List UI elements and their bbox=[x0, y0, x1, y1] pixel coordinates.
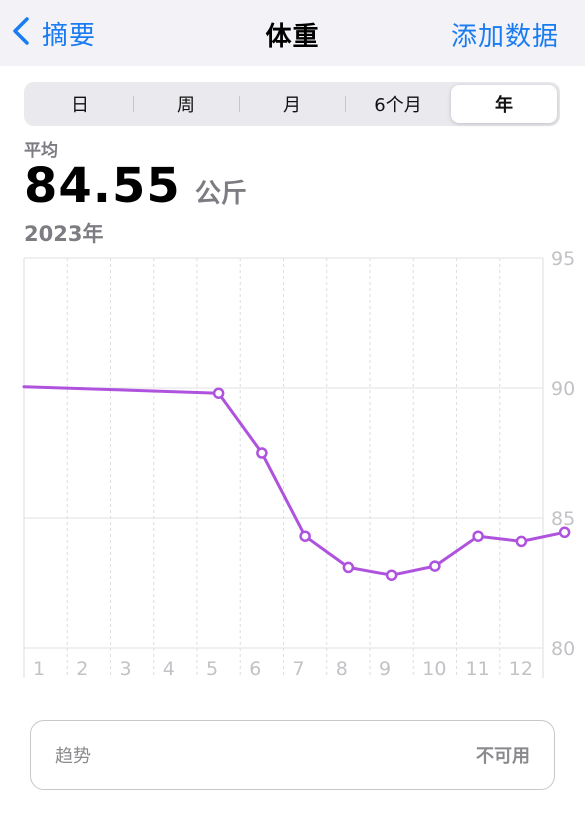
x-tick-label: 4 bbox=[163, 658, 175, 680]
x-tick-label: 11 bbox=[466, 658, 490, 680]
x-tick-label: 8 bbox=[336, 658, 348, 680]
x-tick-label: 7 bbox=[293, 658, 305, 680]
y-tick-label: 85 bbox=[551, 508, 575, 530]
chevron-left-icon bbox=[10, 16, 32, 50]
time-range-segmented-control: 日 周 月 6个月 年 bbox=[24, 82, 560, 126]
trend-label: 趋势 bbox=[55, 746, 91, 767]
back-button[interactable]: 摘要 bbox=[10, 14, 96, 52]
trend-row[interactable]: 趋势 不可用 bbox=[30, 720, 555, 790]
data-point bbox=[472, 530, 484, 542]
segment-day[interactable]: 日 bbox=[71, 95, 89, 116]
period-label: 2023年 bbox=[24, 222, 104, 246]
x-tick-label: 5 bbox=[206, 658, 218, 680]
data-point bbox=[212, 387, 225, 399]
average-label: 平均 bbox=[24, 141, 58, 161]
x-tick-label: 9 bbox=[379, 658, 391, 680]
average-unit: 公斤 bbox=[194, 179, 247, 209]
x-tick-label: 2 bbox=[76, 658, 88, 680]
trend-value: 不可用 bbox=[476, 746, 530, 767]
data-point bbox=[342, 561, 355, 574]
average-value-row: 84.55 公斤 bbox=[24, 158, 247, 214]
add-data-button[interactable]: 添加数据 bbox=[450, 22, 559, 52]
x-tick-label: 12 bbox=[509, 658, 533, 680]
data-point bbox=[299, 530, 311, 542]
y-tick-label: 80 bbox=[551, 638, 575, 660]
data-point bbox=[515, 535, 528, 548]
segment-year[interactable]: 年 bbox=[451, 85, 557, 123]
x-tick-label: 1 bbox=[33, 658, 45, 680]
data-point bbox=[385, 569, 398, 581]
navigation-bar: 摘要 体重 添加数据 bbox=[0, 0, 585, 66]
x-tick-label: 10 bbox=[422, 658, 446, 680]
weight-series-line bbox=[22, 385, 567, 577]
segment-month[interactable]: 月 bbox=[239, 85, 345, 123]
segment-6-months[interactable]: 6个月 bbox=[345, 85, 451, 123]
data-point bbox=[256, 447, 268, 459]
x-tick-label: 6 bbox=[249, 658, 261, 680]
x-tick-label: 3 bbox=[120, 658, 132, 680]
data-point bbox=[429, 560, 441, 572]
segment-week[interactable]: 周 bbox=[133, 85, 239, 123]
back-button-label: 摘要 bbox=[42, 20, 97, 51]
data-point bbox=[558, 526, 571, 539]
y-tick-label: 95 bbox=[551, 248, 575, 270]
average-value: 84.55 bbox=[24, 158, 181, 214]
y-tick-label: 90 bbox=[551, 378, 575, 400]
